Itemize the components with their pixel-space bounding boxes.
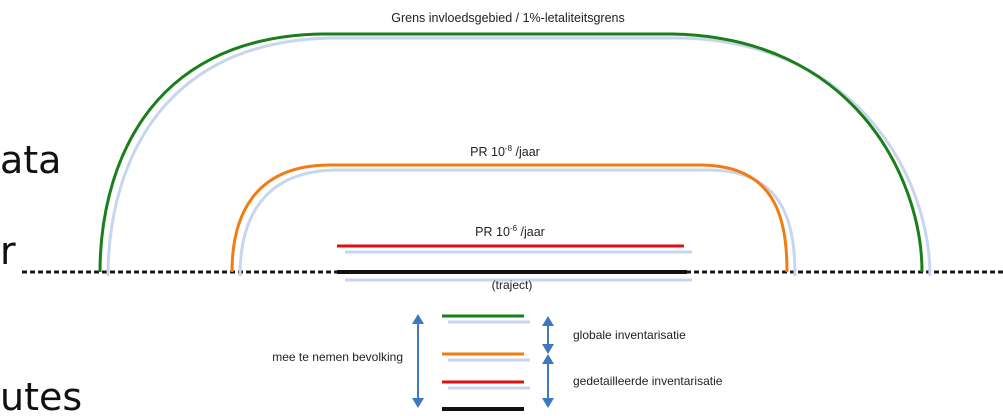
population-label: mee te nemen bevolking	[272, 350, 403, 364]
middle-contour	[230, 163, 789, 273]
middle-contour-label-unit: /jaar	[512, 145, 540, 159]
inner-risk-label-exponent: -6	[510, 224, 518, 233]
slide-text-fragment-3: utes	[0, 378, 83, 416]
legend-arrows	[412, 314, 554, 408]
outer-contour-label: Grens invloedsgebied / 1%-letaliteitsgre…	[391, 11, 624, 25]
trajectory-label: (traject)	[492, 278, 533, 292]
middle-contour-label-exponent: -8	[505, 144, 513, 153]
inner-risk-label: PR 10-6 /jaar	[475, 224, 545, 239]
outer-contour-shadow	[106, 36, 932, 277]
outer-contour	[98, 32, 924, 273]
contour-shadows	[106, 36, 932, 282]
global-arrow-head-down	[542, 344, 554, 354]
detailed-arrow-head-up	[542, 354, 554, 364]
detailed-arrow-head-down	[542, 398, 554, 408]
population-arrow-head-up	[412, 314, 424, 324]
detailed-inventory-label: gedetailleerde inventarisatie	[573, 374, 723, 388]
inner-risk-label-unit: /jaar	[517, 225, 545, 239]
global-inventory-label: globale inventarisatie	[573, 328, 686, 342]
legend-lines	[442, 314, 530, 411]
inner-risk-label-main: PR 10	[475, 225, 510, 239]
population-arrow-head-down	[412, 398, 424, 408]
slide-text-fragment-2: r	[0, 232, 16, 266]
middle-contour-shadow	[238, 168, 797, 277]
global-arrow-head-up	[542, 316, 554, 326]
middle-contour-label: PR 10-8 /jaar	[470, 144, 540, 159]
slide-text-fragment-1: ata	[0, 141, 62, 179]
middle-contour-label-main: PR 10	[470, 145, 505, 159]
